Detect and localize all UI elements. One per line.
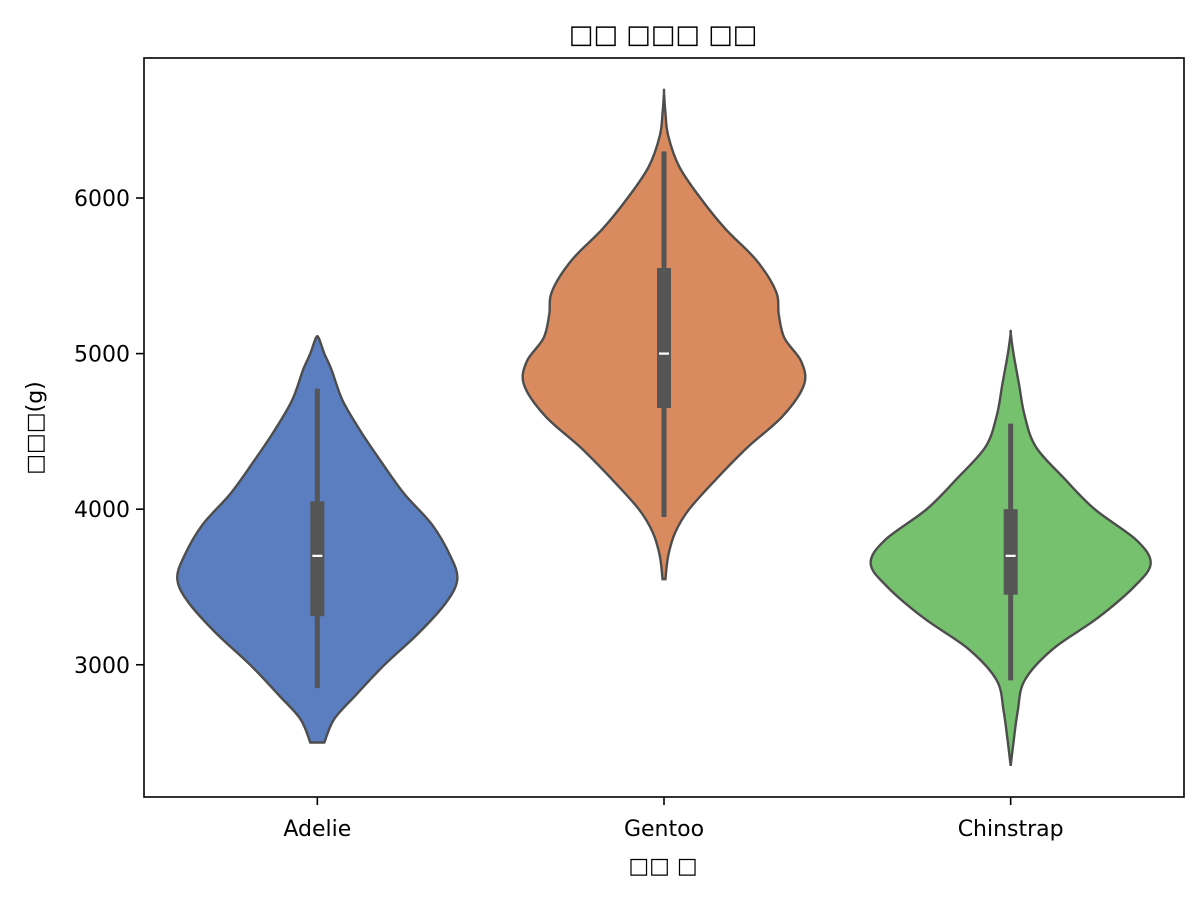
chart-title: □□ □□□ □□: [569, 20, 758, 50]
x-axis-label: □□ □: [628, 854, 697, 879]
y-tick-label: 6000: [74, 187, 130, 212]
iqr-box-adelie: [310, 501, 325, 617]
x-axis: Adelie Gentoo Chinstrap: [283, 797, 1064, 842]
x-tick-label: Chinstrap: [958, 817, 1064, 842]
x-tick-label: Gentoo: [624, 817, 704, 842]
y-tick-label: 5000: [74, 343, 130, 368]
iqr-box-chinstrap: [1003, 509, 1018, 595]
y-tick-label: 3000: [74, 654, 130, 679]
y-tick-label: 4000: [74, 498, 130, 523]
iqr-box-gentoo: [657, 268, 671, 409]
boxes-group: [310, 151, 1018, 689]
y-axis: 3000 4000 5000 6000: [74, 187, 144, 679]
y-axis-label: □□□(g): [23, 381, 48, 475]
plot-frame: [143, 57, 1185, 798]
x-tick-label: Adelie: [283, 817, 351, 842]
